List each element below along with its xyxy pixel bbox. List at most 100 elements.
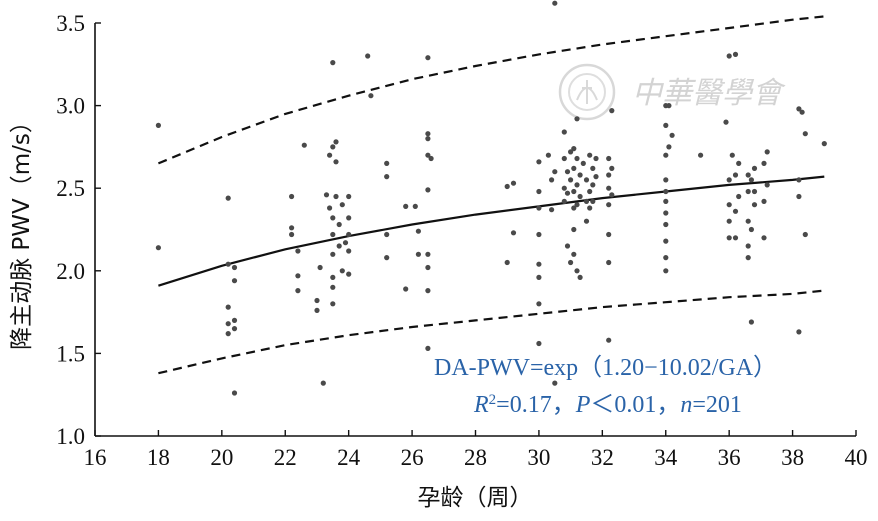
data-point <box>568 259 574 266</box>
n-value: =201 <box>692 392 742 418</box>
data-point <box>732 172 739 178</box>
data-point <box>289 193 295 200</box>
data-point <box>510 180 517 186</box>
data-point <box>726 235 732 241</box>
data-point <box>577 172 583 178</box>
x-tick-label: 28 <box>464 445 487 470</box>
data-point <box>333 139 339 145</box>
data-point <box>155 245 161 251</box>
data-point <box>796 193 802 200</box>
watermark-text: 中華醫學會 <box>632 76 786 111</box>
data-point <box>663 188 669 195</box>
data-point <box>663 268 669 274</box>
data-point <box>723 119 729 125</box>
data-point <box>732 51 739 58</box>
data-point <box>510 230 517 236</box>
data-point <box>365 53 371 59</box>
data-point <box>726 177 732 183</box>
data-point <box>568 149 574 155</box>
data-point <box>225 321 231 327</box>
data-point <box>317 264 323 271</box>
data-point <box>663 210 669 216</box>
data-point <box>748 226 755 233</box>
data-point <box>577 274 583 280</box>
x-tick-label: 24 <box>337 445 361 470</box>
data-point <box>425 152 431 158</box>
y-tick-label: 1.0 <box>56 424 85 449</box>
data-point <box>552 0 558 6</box>
data-point <box>726 53 732 59</box>
data-point <box>231 317 238 323</box>
data-point <box>663 177 669 183</box>
data-point <box>561 185 567 191</box>
data-point <box>403 286 409 292</box>
x-tick-label: 30 <box>527 445 550 470</box>
data-point <box>295 288 301 294</box>
x-ticks: 16 18 20 22 24 26 28 30 32 34 36 38 40 <box>84 430 868 470</box>
data-point <box>587 205 593 211</box>
data-point <box>606 231 612 238</box>
data-point <box>802 231 808 238</box>
regression-stats: R2=0.17，P＜0.01，n=201 <box>473 392 742 418</box>
data-point <box>425 345 431 351</box>
data-point <box>571 226 577 233</box>
data-point <box>425 251 431 257</box>
data-point <box>574 268 580 274</box>
data-point <box>748 177 755 183</box>
data-point <box>609 165 615 171</box>
data-point <box>561 198 567 204</box>
data-point <box>536 231 542 238</box>
x-tick-label: 32 <box>591 445 614 470</box>
data-point <box>571 251 577 257</box>
regression-curves <box>157 15 825 375</box>
data-point <box>425 264 431 271</box>
data-point <box>761 198 767 204</box>
data-point <box>330 301 336 307</box>
y-tick-label: 2.0 <box>56 259 85 284</box>
fit-curve <box>158 175 825 287</box>
data-point <box>761 235 767 241</box>
data-point <box>425 55 431 61</box>
data-point <box>663 255 669 261</box>
data-point <box>504 183 510 190</box>
data-point <box>368 93 374 99</box>
x-tick-label: 38 <box>781 445 804 470</box>
data-point <box>663 238 669 244</box>
y-axis-title: 降主动脉 PWV（m/s） <box>9 110 35 350</box>
data-point <box>606 202 612 208</box>
data-point <box>549 177 555 183</box>
data-point <box>574 182 580 188</box>
data-point <box>751 202 758 208</box>
data-point <box>225 304 231 310</box>
x-tick-label: 36 <box>718 445 741 470</box>
data-point <box>536 159 542 165</box>
data-point <box>346 271 352 277</box>
data-point <box>536 188 542 195</box>
data-point <box>574 116 580 122</box>
data-point <box>289 225 295 231</box>
x-axis-title: 孕龄（周） <box>418 485 533 511</box>
data-point <box>425 187 431 193</box>
data-point <box>384 160 390 166</box>
data-point <box>425 288 431 294</box>
data-point <box>295 248 301 254</box>
data-point <box>583 218 590 224</box>
y-tick-label: 3.5 <box>56 11 85 36</box>
data-point <box>333 159 339 165</box>
y-tick-label: 3.0 <box>56 94 85 119</box>
data-point <box>320 380 326 386</box>
data-point <box>764 149 770 155</box>
data-point <box>231 390 238 396</box>
data-point <box>574 155 580 162</box>
data-point <box>552 169 558 175</box>
data-point <box>323 192 330 198</box>
data-point <box>606 185 612 191</box>
data-point <box>574 202 580 208</box>
data-point <box>330 231 336 238</box>
data-point <box>403 203 409 209</box>
data-point <box>384 174 390 180</box>
y-tick-label: 1.5 <box>56 341 85 366</box>
r-squared-superscript: 2 <box>489 392 497 408</box>
x-tick-label: 26 <box>401 445 424 470</box>
data-point <box>729 152 735 158</box>
